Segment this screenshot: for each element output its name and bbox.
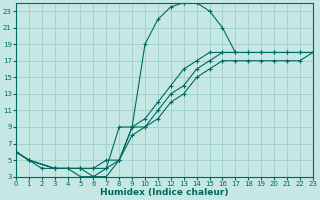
X-axis label: Humidex (Indice chaleur): Humidex (Indice chaleur) [100,188,228,197]
